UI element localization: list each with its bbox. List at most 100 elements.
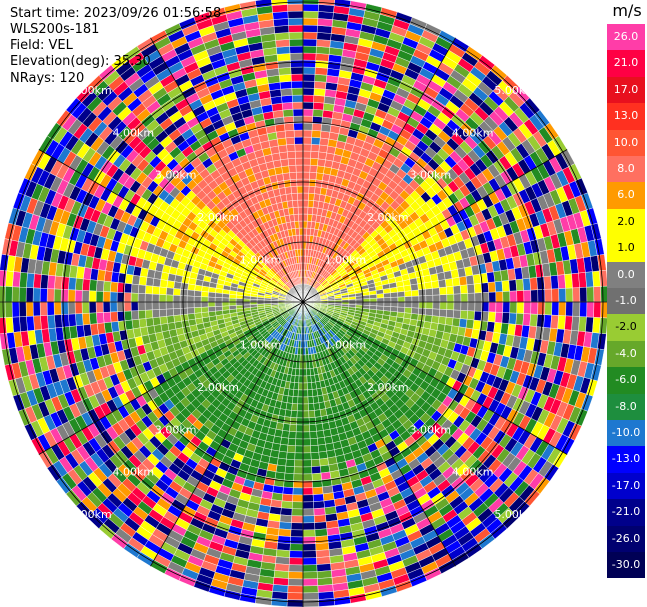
- velocity-gate: [302, 438, 311, 447]
- velocity-gate: [302, 157, 311, 166]
- velocity-gate: [296, 410, 304, 419]
- velocity-gate: [102, 291, 111, 303]
- velocity-gate: [68, 277, 77, 291]
- velocity-gate: [460, 293, 469, 303]
- velocity-gate: [138, 318, 148, 329]
- velocity-gate: [286, 395, 294, 404]
- velocity-gate: [207, 291, 216, 298]
- velocity-gate: [302, 599, 320, 607]
- velocity-gate: [296, 354, 301, 363]
- velocity-gate: [4, 286, 13, 303]
- velocity-gate: [302, 536, 316, 545]
- velocity-gate: [18, 301, 27, 318]
- velocity-gate: [302, 424, 311, 433]
- velocity-gate: [228, 294, 237, 299]
- velocity-gate: [302, 206, 309, 215]
- velocity-gate: [516, 290, 525, 303]
- velocity-gate: [317, 437, 326, 446]
- velocity-gate: [287, 157, 297, 166]
- velocity-gate: [550, 275, 559, 290]
- velocity-gate: [446, 293, 455, 303]
- velocity-gate: [529, 277, 538, 291]
- velocity-gate: [411, 295, 420, 303]
- velocity-gate: [103, 280, 112, 293]
- velocity-gate: [282, 423, 291, 432]
- velocity-gate: [33, 315, 42, 331]
- velocity-gate: [302, 592, 319, 601]
- velocity-gate: [235, 298, 244, 303]
- velocity-gate: [404, 290, 413, 297]
- velocity-gate: [302, 396, 309, 405]
- velocity-gate: [297, 403, 304, 412]
- velocity-gate: [61, 276, 70, 290]
- velocity-gate: [302, 94, 315, 103]
- velocity-gate: [284, 130, 295, 139]
- velocity-gate: [295, 361, 301, 370]
- velocity-gate: [25, 301, 34, 317]
- velocity-gate: [67, 301, 76, 315]
- velocity-gate: [288, 564, 304, 573]
- velocity-gate: [302, 417, 310, 426]
- velocity-gate: [311, 207, 319, 216]
- velocity-gate: [166, 280, 175, 289]
- velocity-gate: [290, 59, 304, 68]
- velocity-gate: [294, 452, 304, 461]
- velocity-gate: [302, 403, 309, 412]
- velocity-gate: [144, 293, 153, 303]
- velocity-gate: [291, 192, 298, 201]
- velocity-gate: [311, 458, 321, 467]
- velocity-gate: [318, 144, 328, 154]
- velocity-gate: [297, 206, 304, 215]
- velocity-gate: [214, 297, 223, 303]
- velocity-gate: [152, 316, 161, 326]
- velocity-gate: [193, 296, 202, 303]
- velocity-gate: [302, 522, 316, 531]
- velocity-gate: [299, 354, 304, 363]
- velocity-gate: [565, 287, 574, 303]
- velocity-gate: [312, 109, 324, 118]
- velocity-gate: [298, 375, 304, 384]
- velocity-gate: [302, 73, 316, 82]
- velocity-gate: [316, 165, 325, 174]
- velocity-gate: [276, 542, 291, 551]
- velocity-gate: [272, 584, 289, 593]
- velocity-gate: [274, 32, 290, 41]
- velocity-gate: [302, 515, 315, 524]
- velocity-gate: [294, 136, 304, 145]
- velocity-gate: [287, 438, 297, 447]
- velocity-gate: [165, 294, 174, 303]
- velocity-gate: [302, 199, 309, 208]
- velocity-gate: [295, 164, 304, 173]
- velocity-gate: [314, 528, 328, 537]
- velocity-gate: [285, 137, 295, 146]
- velocity-gate: [317, 11, 334, 20]
- velocity-gate: [313, 514, 327, 523]
- velocity-gate: [158, 294, 167, 303]
- velocity-gate: [313, 193, 321, 202]
- velocity-gate: [172, 301, 181, 310]
- velocity-gate: [293, 129, 304, 138]
- velocity-gate: [123, 301, 132, 312]
- velocity-gate: [292, 487, 304, 496]
- velocity-gate: [302, 459, 312, 468]
- velocity-gate: [298, 220, 304, 229]
- velocity-gate: [151, 309, 161, 319]
- velocity-gate: [302, 31, 318, 40]
- velocity-gate: [467, 292, 476, 303]
- velocity-gate: [11, 286, 20, 303]
- velocity-gate: [173, 281, 182, 290]
- velocity-gate: [315, 423, 324, 432]
- velocity-gate: [221, 301, 230, 307]
- velocity-gate: [130, 292, 139, 303]
- velocity-gate: [300, 347, 304, 356]
- velocity-gate: [314, 74, 328, 83]
- velocity-gate: [137, 293, 146, 303]
- velocity-gate: [411, 289, 420, 297]
- velocity-gate: [281, 102, 294, 111]
- velocity-gate: [551, 288, 560, 303]
- velocity-gate: [284, 465, 295, 474]
- velocity-gate: [166, 315, 175, 324]
- velocity-gate: [131, 274, 141, 285]
- velocity-gate: [32, 287, 41, 303]
- velocity-gate: [302, 45, 317, 54]
